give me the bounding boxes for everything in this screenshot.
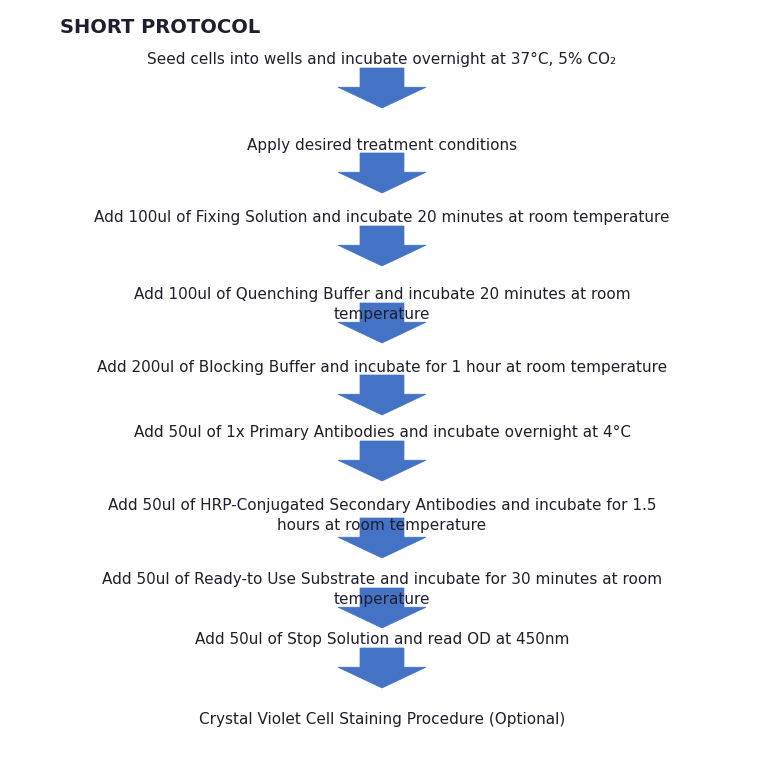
Polygon shape (338, 375, 426, 415)
Text: Crystal Violet Cell Staining Procedure (Optional): Crystal Violet Cell Staining Procedure (… (199, 712, 565, 727)
Text: SHORT PROTOCOL: SHORT PROTOCOL (60, 18, 261, 37)
Polygon shape (338, 588, 426, 628)
Polygon shape (338, 226, 426, 266)
Text: Add 100ul of Fixing Solution and incubate 20 minutes at room temperature: Add 100ul of Fixing Solution and incubat… (94, 210, 670, 225)
Text: Add 50ul of Stop Solution and read OD at 450nm: Add 50ul of Stop Solution and read OD at… (195, 632, 569, 647)
Text: Add 100ul of Quenching Buffer and incubate 20 minutes at room
temperature: Add 100ul of Quenching Buffer and incuba… (134, 287, 630, 322)
Polygon shape (338, 68, 426, 108)
Polygon shape (338, 648, 426, 688)
Polygon shape (338, 518, 426, 558)
Polygon shape (338, 303, 426, 343)
Polygon shape (338, 153, 426, 193)
Text: Add 200ul of Blocking Buffer and incubate for 1 hour at room temperature: Add 200ul of Blocking Buffer and incubat… (97, 360, 667, 375)
Text: Add 50ul of 1x Primary Antibodies and incubate overnight at 4°C: Add 50ul of 1x Primary Antibodies and in… (134, 425, 630, 440)
Text: Add 50ul of HRP-Conjugated Secondary Antibodies and incubate for 1.5
hours at ro: Add 50ul of HRP-Conjugated Secondary Ant… (108, 498, 656, 533)
Text: Apply desired treatment conditions: Apply desired treatment conditions (247, 138, 517, 153)
Text: Seed cells into wells and incubate overnight at 37°C, 5% CO₂: Seed cells into wells and incubate overn… (147, 52, 617, 67)
Polygon shape (338, 441, 426, 481)
Text: Add 50ul of Ready-to Use Substrate and incubate for 30 minutes at room
temperatu: Add 50ul of Ready-to Use Substrate and i… (102, 572, 662, 607)
